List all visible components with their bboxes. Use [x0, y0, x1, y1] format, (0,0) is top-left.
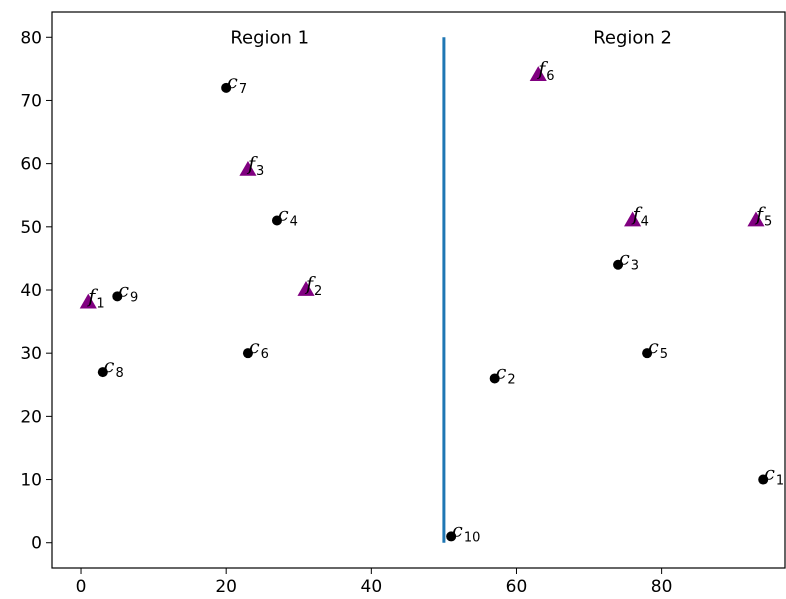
point-label: f4	[631, 204, 649, 230]
point-label: f6	[536, 58, 554, 84]
facility-marker	[79, 293, 97, 309]
point-label: f3	[246, 153, 264, 179]
client-marker	[446, 531, 457, 542]
point-label: c3	[619, 248, 639, 274]
point-label: f5	[754, 204, 772, 230]
y-tick-label: 60	[20, 155, 42, 175]
point-label: c7	[227, 71, 247, 97]
point-label: c5	[648, 336, 668, 362]
client-marker	[271, 215, 282, 226]
x-tick-label: 20	[215, 577, 237, 597]
client-marker	[642, 348, 653, 359]
point-label: c10	[452, 519, 480, 545]
client-marker	[758, 474, 769, 485]
facility-marker	[239, 160, 257, 176]
point-label: c1	[764, 463, 784, 489]
region-label: Region 1	[230, 28, 309, 49]
facility-marker	[747, 211, 765, 227]
y-tick-label: 20	[20, 407, 42, 427]
y-tick-label: 70	[20, 91, 42, 111]
client-marker	[112, 291, 123, 302]
point-label: c9	[118, 279, 138, 305]
y-tick-label: 0	[31, 534, 42, 554]
facility-marker	[529, 66, 547, 82]
facility-marker	[297, 281, 315, 296]
y-tick-label: 10	[20, 471, 42, 491]
point-label: c6	[249, 336, 269, 362]
client-marker	[242, 348, 253, 359]
point-label: c8	[104, 355, 124, 381]
plot-area	[52, 12, 785, 568]
x-tick-label: 0	[76, 577, 87, 597]
y-tick-label: 50	[20, 218, 42, 238]
point-label: f1	[86, 286, 104, 312]
y-tick-label: 80	[20, 28, 42, 48]
x-tick-label: 60	[506, 577, 528, 597]
y-tick-label: 40	[20, 281, 42, 301]
point-label: c2	[496, 361, 516, 387]
point-label: f2	[304, 273, 322, 299]
point-label: c4	[278, 204, 298, 230]
client-marker	[613, 259, 624, 270]
client-marker	[221, 82, 232, 93]
x-tick-label: 40	[361, 577, 383, 597]
client-marker	[489, 373, 500, 384]
client-marker	[97, 367, 108, 378]
facility-marker	[624, 211, 642, 227]
region-label: Region 2	[593, 28, 672, 49]
x-tick-label: 80	[651, 577, 673, 597]
y-tick-label: 30	[20, 344, 42, 364]
